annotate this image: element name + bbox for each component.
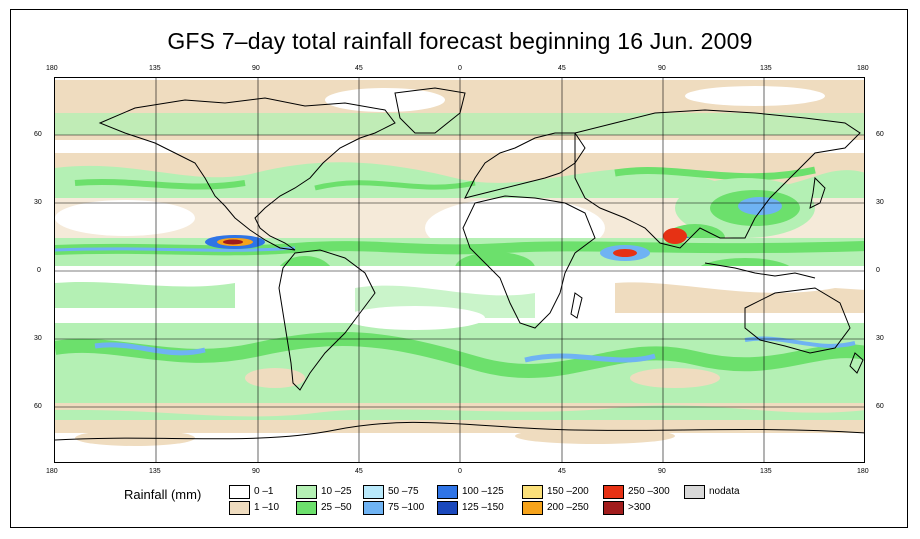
top-lon-label: 45: [558, 65, 566, 72]
left-lat-label: 60: [34, 131, 42, 138]
bottom-lon-label: 135: [149, 468, 161, 475]
legend-swatch: [363, 485, 384, 499]
legend-swatch: [229, 501, 250, 515]
right-lat-label: 60: [876, 403, 884, 410]
bottom-lon-label: 90: [252, 468, 260, 475]
legend-swatch: [603, 485, 624, 499]
right-lat-label: 30: [876, 335, 884, 342]
australia-outline: [744, 287, 851, 354]
bottom-lon-label: 180: [857, 468, 869, 475]
legend-swatch: [229, 485, 250, 499]
legend-label: 10 –25: [321, 486, 352, 497]
legend-label: 150 –200: [547, 486, 589, 497]
bottom-lon-label: 135: [760, 468, 772, 475]
legend-label: 125 –150: [462, 502, 504, 513]
europe-outline: [464, 132, 586, 199]
right-lat-label: 60: [876, 131, 884, 138]
legend-swatch: [363, 501, 384, 515]
bottom-lon-label: 180: [46, 468, 58, 475]
new-zealand-outline: [849, 352, 864, 374]
legend-label: 75 –100: [388, 502, 425, 513]
south-america-outline: [278, 249, 376, 391]
legend-swatch: [522, 485, 543, 499]
legend-label: 0 –1: [254, 486, 274, 497]
rainfall-map-graphic: [55, 78, 864, 462]
asia-outline: [574, 109, 861, 249]
legend-label: 100 –125: [462, 486, 504, 497]
coastlines: [55, 87, 864, 441]
legend-swatch: [603, 501, 624, 515]
legend-label: 200 –250: [547, 502, 589, 513]
legend-label: >300: [628, 502, 651, 513]
bottom-lon-label: 45: [558, 468, 566, 475]
bottom-lon-label: 90: [658, 468, 666, 475]
left-lat-label: 60: [34, 403, 42, 410]
legend-label: 1 –10: [254, 502, 280, 513]
legend-label: nodata: [709, 486, 740, 497]
bottom-lon-label: 0: [458, 468, 462, 475]
top-lon-label: 180: [857, 65, 869, 72]
top-lon-label: 90: [658, 65, 666, 72]
top-lon-label: 45: [355, 65, 363, 72]
left-lat-label: 0: [37, 267, 41, 274]
top-lon-label: 135: [760, 65, 772, 72]
japan-outline: [809, 176, 826, 209]
africa-outline: [462, 195, 596, 329]
legend-label: 250 –300: [628, 486, 670, 497]
legend-label: 50 –75: [388, 486, 419, 497]
top-lon-label: 0: [458, 65, 462, 72]
antarctica-outline: [55, 421, 864, 441]
greenland-outline: [394, 87, 466, 134]
bottom-lon-label: 45: [355, 468, 363, 475]
figure-frame: [10, 9, 908, 528]
legend-swatch: [296, 501, 317, 515]
madagascar-outline: [570, 292, 583, 319]
rainfall-field: [55, 80, 864, 462]
left-lat-label: 30: [34, 199, 42, 206]
top-lon-label: 135: [149, 65, 161, 72]
legend-label: 25 –50: [321, 502, 352, 513]
legend-title: Rainfall (mm): [124, 487, 202, 502]
legend-swatch: [296, 485, 317, 499]
legend-swatch: [522, 501, 543, 515]
legend-swatch: [437, 501, 458, 515]
legend-swatch: [437, 485, 458, 499]
left-lat-label: 30: [34, 335, 42, 342]
top-lon-label: 180: [46, 65, 58, 72]
legend-swatch: [684, 485, 705, 499]
top-lon-label: 90: [252, 65, 260, 72]
right-lat-label: 0: [876, 267, 880, 274]
north-america-outline: [98, 97, 396, 251]
map-title: GFS 7–day total rainfall forecast beginn…: [167, 28, 753, 54]
rainfall-map: [54, 77, 865, 463]
right-lat-label: 30: [876, 199, 884, 206]
graticule: [55, 78, 864, 462]
indonesia-outline: [704, 262, 816, 279]
